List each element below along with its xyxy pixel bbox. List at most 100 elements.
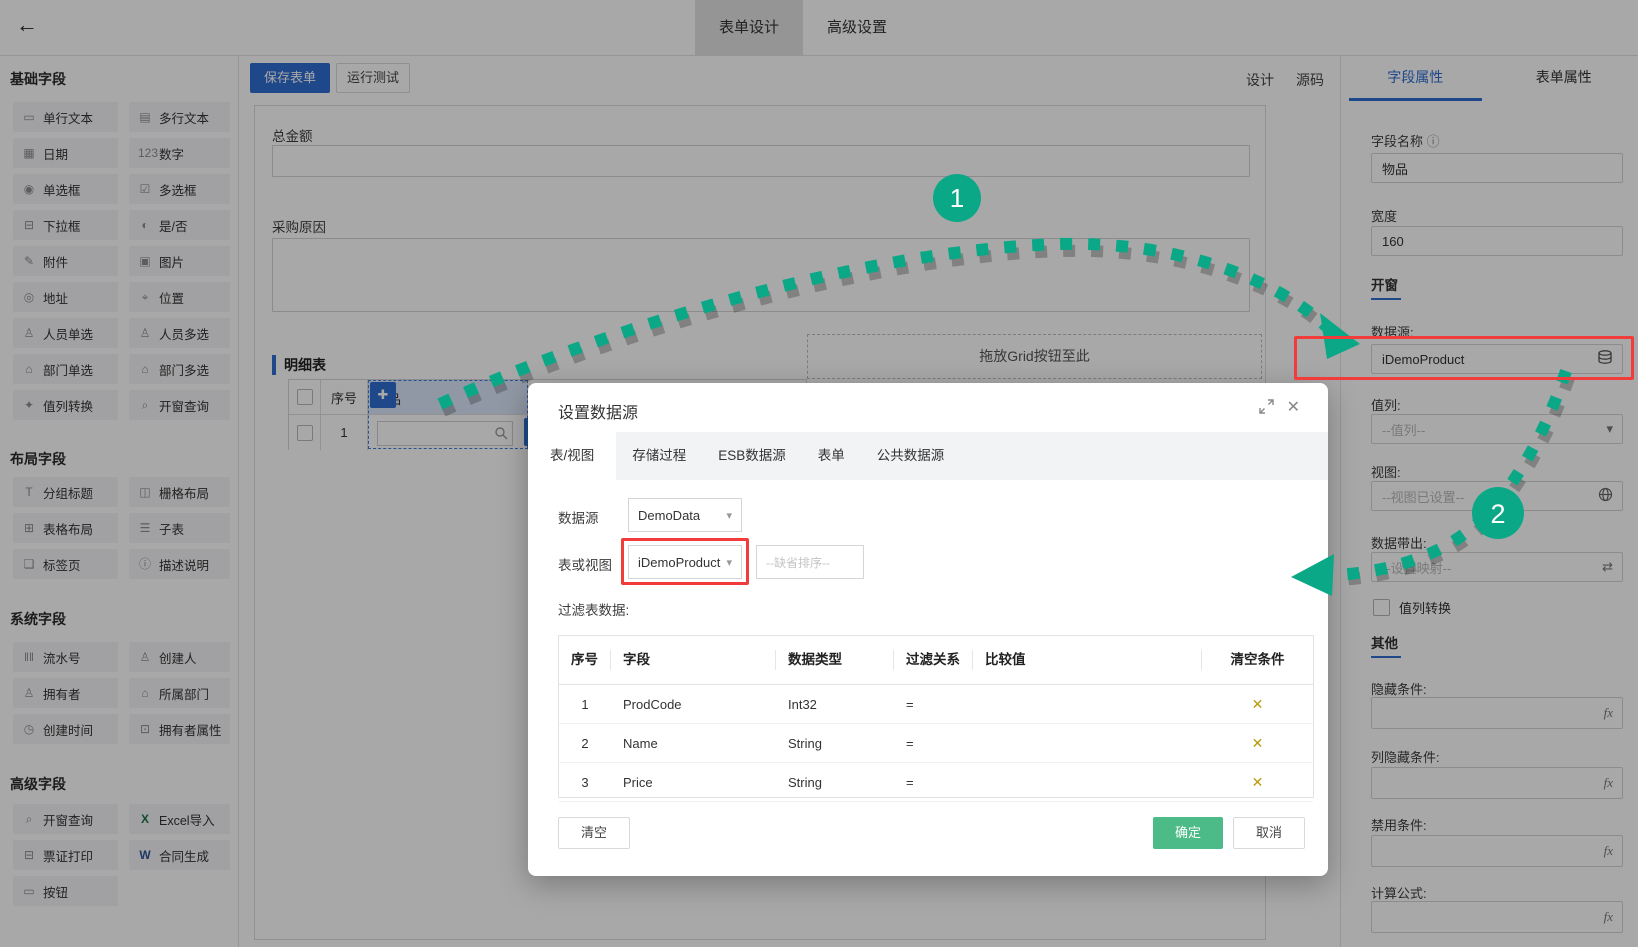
modal-tab[interactable]: 表/视图 — [528, 432, 617, 480]
field-chip[interactable]: ✎ 附件 — [13, 246, 118, 276]
top-tab[interactable]: 表单设计 — [695, 0, 804, 55]
section-title-system: 系统字段 — [10, 611, 66, 627]
field-chip[interactable]: ⊡ 拥有者属性 — [129, 714, 230, 744]
condition-label: 计算公式: — [1371, 886, 1427, 901]
field-name-input[interactable]: 物品 — [1371, 153, 1623, 183]
shuffle-icon[interactable]: ⇄ — [1602, 559, 1613, 574]
field-chip[interactable]: ◐ 是/否 — [129, 210, 230, 240]
formula-icon[interactable]: fx — [1603, 909, 1613, 924]
condition-input[interactable]: fx — [1371, 697, 1623, 729]
condition-input[interactable]: fx — [1371, 767, 1623, 799]
field-chip-icon: ❏ — [23, 557, 35, 571]
drag-handle-icon[interactable]: ✚ — [370, 382, 396, 408]
field-chip[interactable]: ⓘ 描述说明 — [129, 549, 230, 579]
field-chip[interactable]: ◫ 栅格布局 — [129, 477, 230, 507]
field-chip[interactable]: ⌂ 部门单选 — [13, 354, 118, 384]
field-chip[interactable]: W 合同生成 — [129, 840, 230, 870]
field-chip[interactable]: ◉ 单选框 — [13, 174, 118, 204]
field-chip[interactable]: ⌕ 开窗查询 — [13, 804, 118, 834]
field-chip-icon: ▤ — [139, 110, 151, 124]
save-form-button[interactable]: 保存表单 — [250, 63, 330, 93]
datasource-input[interactable]: iDemoProduct — [1371, 344, 1623, 374]
design-link[interactable]: 设计 — [1246, 72, 1274, 88]
field-chip[interactable]: ⊟ 票证打印 — [13, 840, 118, 870]
modal-tab[interactable]: 存储过程 — [632, 448, 687, 463]
field-chip[interactable]: ❏ 标签页 — [13, 549, 118, 579]
clear-condition-icon[interactable]: ✕ — [1251, 695, 1264, 712]
field-chip[interactable]: ☑ 多选框 — [129, 174, 230, 204]
field-chip[interactable]: ▤ 多行文本 — [129, 102, 230, 132]
modal-tab[interactable]: 表单 — [817, 448, 845, 463]
formula-icon[interactable]: fx — [1603, 705, 1613, 720]
field-chip[interactable]: ▦ 日期 — [13, 138, 118, 168]
field-chip[interactable]: T 分组标题 — [13, 477, 118, 507]
field-chip-label: 多选框 — [159, 183, 197, 198]
field-chip[interactable]: X Excel导入 — [129, 804, 230, 834]
modal-datasource-select[interactable]: DemoData ▾ — [628, 498, 742, 532]
properties-tab[interactable]: 表单属性 — [1535, 69, 1592, 85]
properties-tab[interactable]: 字段属性 — [1341, 56, 1490, 101]
cancel-button[interactable]: 取消 — [1233, 817, 1305, 849]
modal-tab[interactable]: ESB数据源 — [718, 448, 786, 463]
width-input[interactable]: 160 — [1371, 226, 1623, 256]
field-chip[interactable]: ◎ 地址 — [13, 282, 118, 312]
filter-table-header-cell: 清空条件 — [1230, 652, 1285, 667]
field-chip-label: 多行文本 — [159, 111, 210, 126]
total-amount-input[interactable] — [272, 145, 1250, 177]
cell-type: Int32 — [788, 696, 817, 712]
expand-icon[interactable] — [1259, 399, 1274, 417]
modal-title: 设置数据源 — [558, 405, 639, 422]
advanced-field-list: ⌕ 开窗查询 X Excel导入 ⊟ 票证打印 W 合同生成 — [13, 804, 231, 906]
value-convert-checkbox-row[interactable]: 值列转换 — [1373, 598, 1451, 617]
field-chip[interactable]: ▭ 按钮 — [13, 876, 118, 906]
field-chip[interactable]: ⌕ 开窗查询 — [129, 390, 230, 420]
globe-icon[interactable] — [1598, 487, 1613, 505]
info-icon[interactable]: ⓘ — [1426, 134, 1440, 149]
field-chip[interactable]: ⊞ 表格布局 — [13, 513, 118, 543]
field-chip[interactable]: ♙ 人员单选 — [13, 318, 118, 348]
field-chip-label: 票证打印 — [43, 849, 94, 864]
top-tab[interactable]: 高级设置 — [827, 19, 888, 36]
field-chip[interactable]: ⊟ 下拉框 — [13, 210, 118, 240]
modal-tableview-select[interactable]: iDemoProduct ▾ — [628, 545, 742, 579]
field-palette-sidebar: 基础字段 ▭ 单行文本 ▤ 多行文本 ▦ 日期 123 — [0, 56, 239, 947]
field-chip[interactable]: ♙ 创建人 — [129, 642, 230, 672]
select-all-checkbox[interactable] — [296, 389, 313, 405]
field-chip[interactable]: ◷ 创建时间 — [13, 714, 118, 744]
clear-condition-icon[interactable]: ✕ — [1251, 734, 1264, 751]
field-chip-icon: ⌂ — [25, 362, 33, 376]
checkbox[interactable] — [1373, 599, 1390, 616]
row-checkbox-cell — [289, 415, 321, 450]
source-link[interactable]: 源码 — [1296, 72, 1324, 88]
clear-condition-icon[interactable]: ✕ — [1251, 773, 1264, 790]
field-chip[interactable]: ▣ 图片 — [129, 246, 230, 276]
database-icon[interactable] — [1597, 350, 1613, 368]
field-chip-label: 分组标题 — [43, 486, 94, 501]
set-datasource-modal: 设置数据源 ✕ 表/视图 存储过程 ESB数据源 表单 公共数据源 数据源 De… — [528, 383, 1328, 876]
field-chip[interactable]: ♙ 人员多选 — [129, 318, 230, 348]
field-chip[interactable]: 123 数字 — [129, 138, 230, 168]
field-chip[interactable]: ✦ 值列转换 — [13, 390, 118, 420]
modal-tab[interactable]: 公共数据源 — [876, 448, 945, 463]
field-chip[interactable]: ⌂ 所属部门 — [129, 678, 230, 708]
field-chip[interactable]: ⌂ 部门多选 — [129, 354, 230, 384]
formula-icon[interactable]: fx — [1603, 843, 1613, 858]
field-chip[interactable]: ☰ 子表 — [129, 513, 230, 543]
filter-table-header-cell: 序号 — [559, 650, 611, 670]
run-test-button[interactable]: 运行测试 — [336, 63, 410, 93]
field-chip[interactable]: ♙ 拥有者 — [13, 678, 118, 708]
condition-input[interactable]: fx — [1371, 901, 1623, 933]
confirm-button[interactable]: 确定 — [1153, 817, 1223, 849]
field-chip-icon: ✎ — [23, 254, 35, 268]
field-chip[interactable]: ǁǁ 流水号 — [13, 642, 118, 672]
field-chip[interactable]: ⌖ 位置 — [129, 282, 230, 312]
field-chip[interactable]: ▭ 单行文本 — [13, 102, 118, 132]
clear-button[interactable]: 清空 — [558, 817, 630, 849]
condition-input[interactable]: fx — [1371, 835, 1623, 867]
lookup-cell-input[interactable] — [377, 421, 513, 446]
row-checkbox[interactable] — [296, 424, 313, 441]
back-icon[interactable]: ← — [16, 12, 38, 37]
formula-icon[interactable]: fx — [1603, 775, 1613, 790]
close-icon[interactable]: ✕ — [1286, 399, 1300, 416]
default-sort-input[interactable]: --缺省排序-- — [756, 545, 864, 579]
